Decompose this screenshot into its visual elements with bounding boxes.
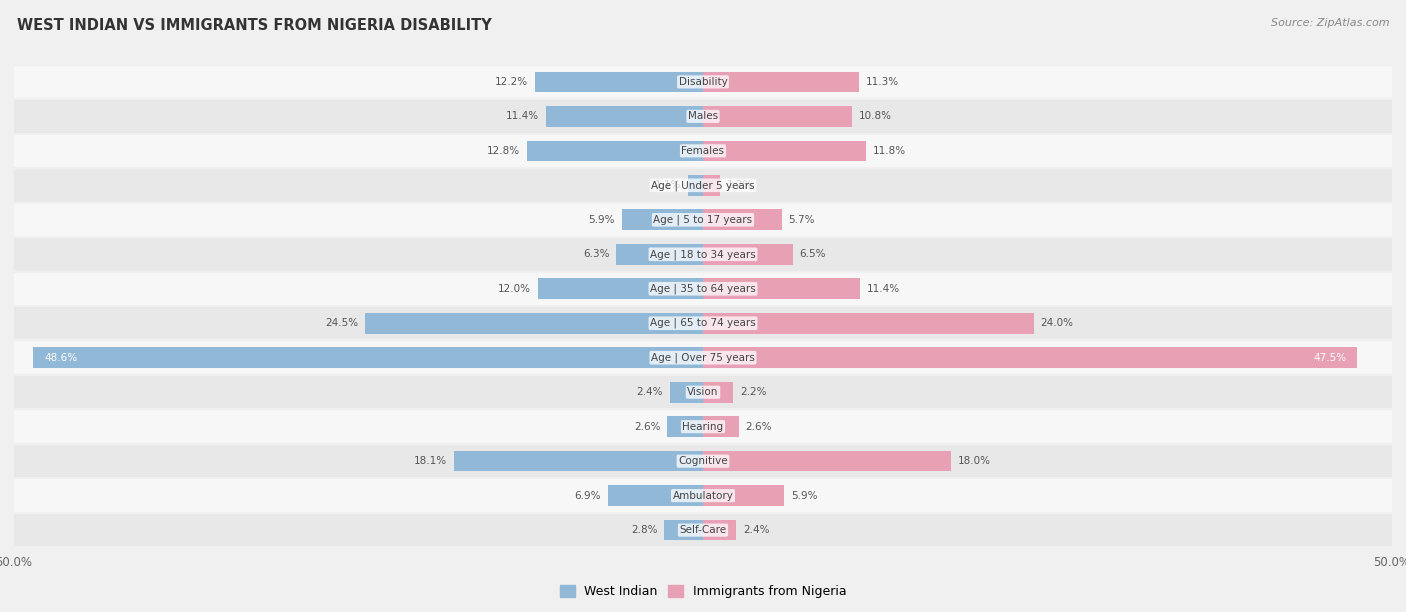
- Bar: [688, 175, 703, 196]
- Bar: [703, 278, 860, 299]
- Text: 12.0%: 12.0%: [498, 284, 531, 294]
- Text: Source: ZipAtlas.com: Source: ZipAtlas.com: [1271, 18, 1389, 28]
- Text: 12.2%: 12.2%: [495, 77, 529, 87]
- Bar: [14, 65, 1392, 99]
- Bar: [527, 141, 703, 161]
- Text: 6.9%: 6.9%: [575, 491, 600, 501]
- Bar: [14, 133, 1392, 168]
- Text: 5.9%: 5.9%: [792, 491, 818, 501]
- Bar: [534, 72, 703, 92]
- Bar: [14, 375, 1392, 409]
- Bar: [703, 382, 734, 403]
- Text: 11.4%: 11.4%: [506, 111, 538, 121]
- Bar: [703, 141, 866, 161]
- Bar: [668, 416, 703, 437]
- Bar: [537, 278, 703, 299]
- Bar: [703, 175, 720, 196]
- Text: 11.3%: 11.3%: [866, 77, 898, 87]
- Bar: [703, 106, 852, 127]
- Text: 2.4%: 2.4%: [742, 525, 769, 535]
- Bar: [14, 479, 1392, 513]
- Bar: [14, 272, 1392, 306]
- Text: Age | 35 to 64 years: Age | 35 to 64 years: [650, 283, 756, 294]
- Text: 48.6%: 48.6%: [45, 353, 77, 363]
- Text: 5.7%: 5.7%: [789, 215, 815, 225]
- Text: 2.6%: 2.6%: [745, 422, 772, 431]
- Text: 11.8%: 11.8%: [873, 146, 905, 156]
- Text: 2.4%: 2.4%: [637, 387, 664, 397]
- Bar: [14, 203, 1392, 237]
- Bar: [14, 99, 1392, 133]
- Text: 2.6%: 2.6%: [634, 422, 661, 431]
- Text: Age | 18 to 34 years: Age | 18 to 34 years: [650, 249, 756, 259]
- Text: Age | 65 to 74 years: Age | 65 to 74 years: [650, 318, 756, 329]
- Bar: [665, 520, 703, 540]
- Text: 12.8%: 12.8%: [486, 146, 520, 156]
- Bar: [703, 520, 737, 540]
- Text: Age | 5 to 17 years: Age | 5 to 17 years: [654, 215, 752, 225]
- Text: Vision: Vision: [688, 387, 718, 397]
- Bar: [607, 485, 703, 506]
- Text: 11.4%: 11.4%: [868, 284, 900, 294]
- Bar: [366, 313, 703, 334]
- Text: Self-Care: Self-Care: [679, 525, 727, 535]
- Text: WEST INDIAN VS IMMIGRANTS FROM NIGERIA DISABILITY: WEST INDIAN VS IMMIGRANTS FROM NIGERIA D…: [17, 18, 492, 34]
- Text: Age | Over 75 years: Age | Over 75 years: [651, 353, 755, 363]
- Bar: [703, 485, 785, 506]
- Bar: [14, 306, 1392, 340]
- Text: 6.3%: 6.3%: [583, 249, 609, 259]
- Text: Age | Under 5 years: Age | Under 5 years: [651, 180, 755, 190]
- Text: 2.8%: 2.8%: [631, 525, 658, 535]
- Bar: [14, 513, 1392, 547]
- Bar: [14, 340, 1392, 375]
- Bar: [621, 209, 703, 230]
- Bar: [703, 451, 950, 471]
- Bar: [454, 451, 703, 471]
- Bar: [703, 313, 1033, 334]
- Text: 10.8%: 10.8%: [859, 111, 891, 121]
- Text: 18.1%: 18.1%: [413, 456, 447, 466]
- Text: Ambulatory: Ambulatory: [672, 491, 734, 501]
- Text: 5.9%: 5.9%: [588, 215, 614, 225]
- Bar: [703, 244, 793, 264]
- Text: 6.5%: 6.5%: [800, 249, 825, 259]
- Bar: [14, 444, 1392, 479]
- Text: Males: Males: [688, 111, 718, 121]
- Text: Females: Females: [682, 146, 724, 156]
- Text: 1.2%: 1.2%: [727, 181, 754, 190]
- Bar: [616, 244, 703, 264]
- Text: Hearing: Hearing: [682, 422, 724, 431]
- Bar: [703, 416, 738, 437]
- Bar: [14, 237, 1392, 272]
- Text: 1.1%: 1.1%: [654, 181, 681, 190]
- Text: Disability: Disability: [679, 77, 727, 87]
- Bar: [14, 168, 1392, 203]
- Bar: [34, 348, 703, 368]
- Bar: [703, 72, 859, 92]
- Bar: [703, 348, 1358, 368]
- Legend: West Indian, Immigrants from Nigeria: West Indian, Immigrants from Nigeria: [554, 580, 852, 603]
- Text: 24.5%: 24.5%: [325, 318, 359, 328]
- Text: Cognitive: Cognitive: [678, 456, 728, 466]
- Text: 2.2%: 2.2%: [740, 387, 766, 397]
- Bar: [669, 382, 703, 403]
- Text: 24.0%: 24.0%: [1040, 318, 1074, 328]
- Bar: [546, 106, 703, 127]
- Bar: [14, 409, 1392, 444]
- Text: 47.5%: 47.5%: [1313, 353, 1347, 363]
- Bar: [703, 209, 782, 230]
- Text: 18.0%: 18.0%: [957, 456, 991, 466]
